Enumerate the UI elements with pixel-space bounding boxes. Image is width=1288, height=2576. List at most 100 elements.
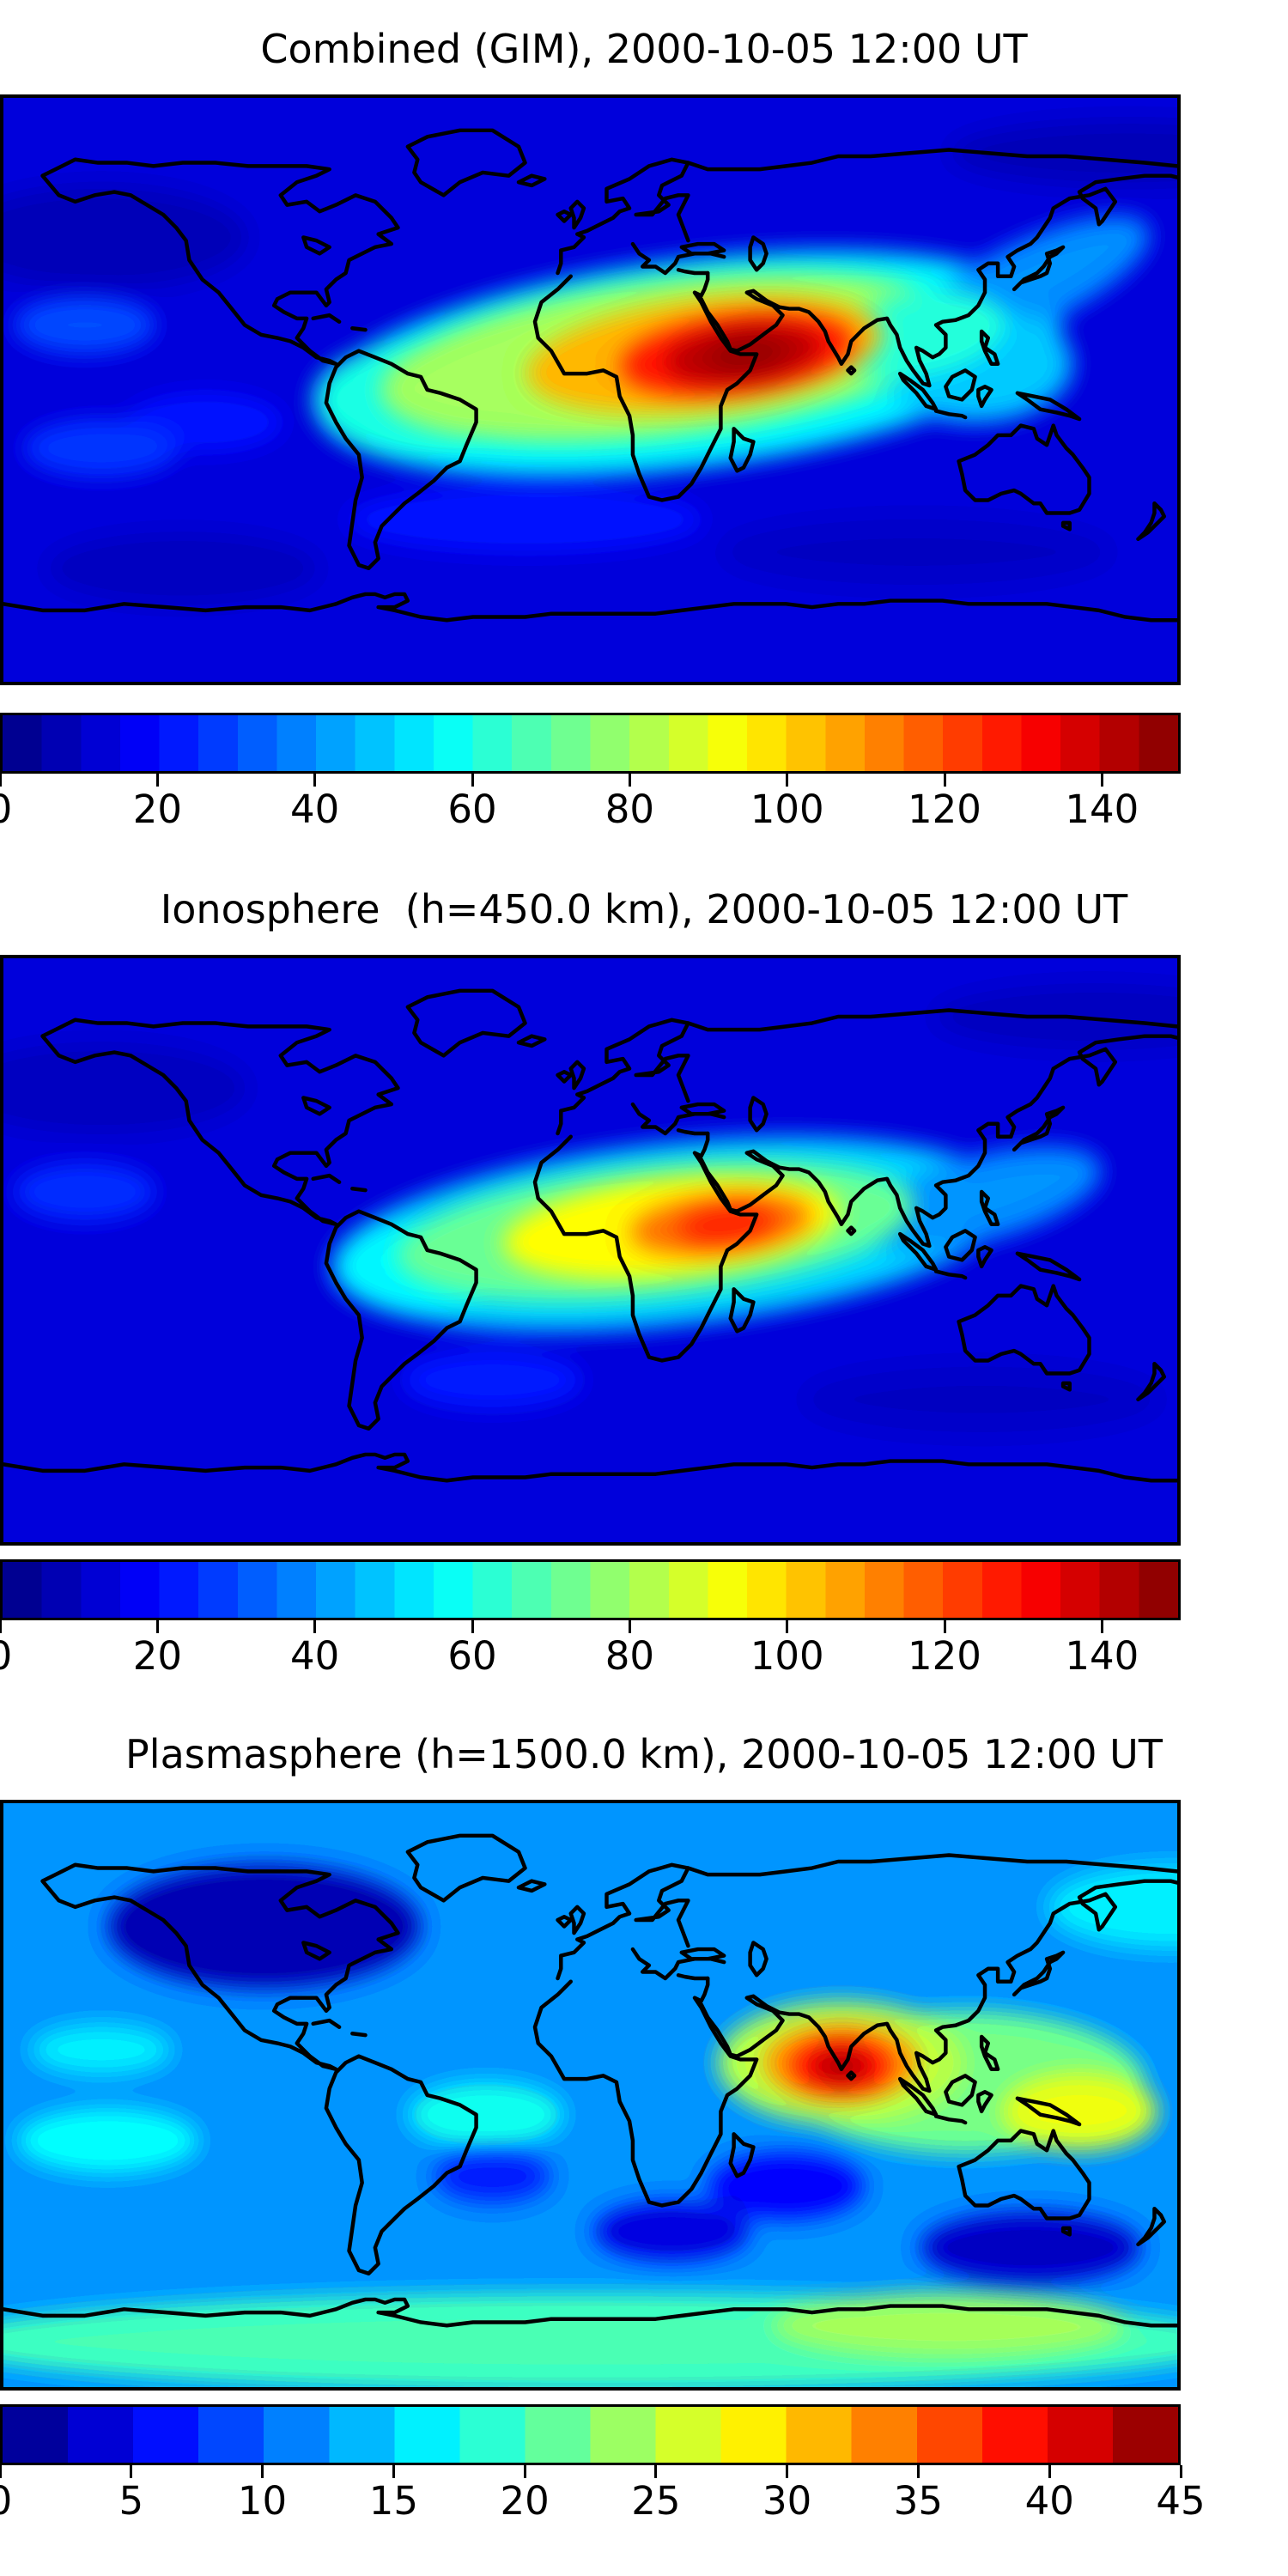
coastline [1060,1381,1072,1392]
coastline [532,270,759,502]
coastline [1012,245,1066,292]
coastline [676,268,710,276]
colorbar-tick-label: 40 [290,1633,340,1679]
coastline [957,423,1091,515]
coastline [3,1452,1177,1483]
coastline [630,1102,726,1136]
colorbar-tick-label: 60 [447,1633,497,1679]
colorbar-tick-label: 140 [1065,1633,1139,1679]
colorbar-plasmasphere [0,2404,1181,2465]
colorbar-tick-label: 30 [762,2478,812,2524]
colorbar-tick-label: 5 [118,2478,144,2524]
coastline [1015,2096,1082,2127]
coastline [699,1034,1177,1249]
coastline [699,173,1177,388]
panel-title-plasmasphere: Plasmasphere (h=1500.0 km), 2000-10-05 1… [125,1731,1163,1777]
colorbar-tick-label: 60 [447,787,497,832]
coastline [301,1941,331,1961]
colorbar-ticks-combined: 0 20 40 60 80 100 120 140 [0,774,1181,842]
field-blob [769,2293,1129,2358]
colorbar-ticks-plasmasphere: 0 5 10 15 20 25 30 35 40 45 [0,2465,1206,2534]
colorbar-tick-label: 15 [368,2478,418,2524]
colorbar-tick-label: 0 [0,1633,12,1679]
coastline [728,2132,756,2178]
world-map-svg [3,1803,1177,2387]
world-map-svg [3,98,1177,682]
panel-title-combined: Combined (GIM), 2000-10-05 12:00 UT [260,26,1028,72]
colorbar-tick [155,774,159,787]
coastline [846,2070,857,2081]
coastline [933,409,968,420]
world-map-svg [3,958,1177,1542]
colorbar-tick-label: 100 [750,1633,824,1679]
field-blob [3,185,248,289]
coastline [1060,2226,1072,2237]
coastline [568,199,586,230]
field-blob [107,1864,422,1989]
field-blob [1047,1864,1177,1949]
coastline [957,1284,1091,1376]
colorbar-tick [916,2465,920,2478]
field-blob [949,120,1177,185]
coastline [957,2129,1091,2221]
coastline [40,1862,400,2072]
colorbar-tick-label: 25 [631,2478,681,2524]
coastline [933,1269,968,1280]
coastline-layer [3,988,1177,1483]
colorbar-tick-label: 0 [0,2478,12,2524]
field-layer [3,98,1177,682]
coastline [976,2090,993,2114]
colorbar-tick [628,774,631,787]
field-blob [826,290,1007,380]
coastline [944,1229,977,1262]
coastline [1015,1251,1082,1282]
colorbar-tick-label: 35 [893,2478,944,2524]
coastline [516,1034,547,1048]
coastline [1012,1105,1066,1152]
coastline [556,157,690,276]
colorbar-tick [786,1620,789,1633]
colorbar-tick [313,774,317,787]
field-blob [407,2081,565,2148]
colorbar-tick [392,2465,395,2478]
coastline [676,1973,710,1981]
colorbar-tick [628,1620,631,1633]
coastline [516,173,547,188]
coastline [556,1018,690,1136]
coastline [568,1905,586,1935]
coastline [516,1879,547,1893]
colorbar-tick [0,774,2,787]
colorbar-tick [943,774,946,787]
coastline [3,2297,1177,2328]
coastline [748,1096,769,1133]
field-blob [22,419,180,477]
colorbar-ticks-ionosphere: 0 20 40 60 80 100 120 140 [0,1620,1181,1689]
world-map-ionosphere [0,955,1181,1546]
colorbar-tick [471,774,474,787]
coastline [686,1853,1177,1877]
coastline [556,1070,573,1084]
field-blob [434,2150,551,2202]
coastline [556,1862,690,1981]
coastline [405,1833,527,1903]
field-blob [802,1364,1162,1436]
coastline-layer [3,128,1177,623]
coastline [311,1173,342,1184]
field-blob [720,516,1113,588]
field-blob [29,2023,173,2076]
coastline [301,1096,331,1116]
colorbar-tick [786,774,789,787]
colorbar-tick [0,1620,2,1633]
colorbar-tick [130,2465,133,2478]
colorbar-tick-label: 80 [605,787,654,832]
colorbar-tick [1100,1620,1103,1633]
field-blob [46,532,320,605]
coastline [748,1941,769,1978]
coastline [311,313,342,324]
colorbar-tick-label: 0 [0,787,12,832]
coastline [568,1060,586,1091]
colorbar-tick-label: 10 [237,2478,288,2524]
coastline [846,365,857,376]
coastline [979,1189,1000,1227]
colorbar-ionosphere [0,1559,1181,1620]
